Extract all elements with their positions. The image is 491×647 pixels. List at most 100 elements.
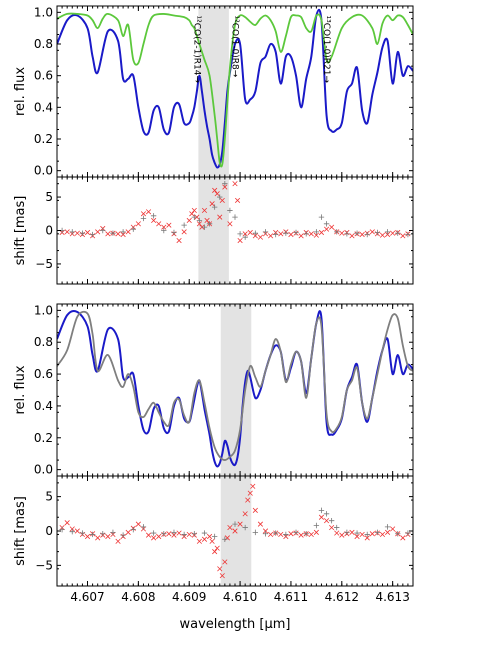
gray-plus-marker xyxy=(110,230,116,236)
red-x-marker xyxy=(217,214,223,220)
red-x-marker xyxy=(400,233,406,239)
red-x-marker xyxy=(250,483,256,489)
line-annotation: ¹²CO(2-1)R14→ xyxy=(191,16,201,84)
red-x-marker xyxy=(268,233,274,239)
red-x-marker xyxy=(390,230,396,236)
red-x-marker xyxy=(323,518,330,524)
y-tick-label: −5 xyxy=(35,257,53,271)
red-x-marker xyxy=(384,529,391,535)
red-x-marker xyxy=(318,514,325,520)
red-x-marker xyxy=(206,533,213,540)
shaded-band xyxy=(220,476,252,586)
red-x-marker xyxy=(247,229,253,236)
line-annotation: ¹²CO(1-0)R8→ xyxy=(229,16,239,78)
red-x-marker xyxy=(242,231,248,237)
gray-plus-marker xyxy=(252,529,259,536)
panel-top-shift: −5 0 5 shift [mas] xyxy=(13,176,414,285)
y-tick-label: 1.0 xyxy=(34,303,53,317)
x-tick-label: 4.607 xyxy=(70,590,104,604)
red-x-marker xyxy=(222,559,228,565)
red-x-marker xyxy=(145,532,152,538)
gray-plus-marker xyxy=(242,234,248,240)
red-x-marker xyxy=(115,231,121,237)
spectrum-line-1 xyxy=(57,12,413,168)
red-x-marker xyxy=(364,535,370,541)
red-x-marker xyxy=(313,232,319,238)
gray-plus-marker xyxy=(283,531,289,538)
gray-plus-marker xyxy=(181,222,187,228)
red-x-marker xyxy=(323,226,330,232)
gray-plus-marker xyxy=(237,231,243,237)
x-tick-label: 4.609 xyxy=(172,590,206,604)
y-tick-label: 0.6 xyxy=(34,367,53,381)
gray-plus-marker xyxy=(405,231,411,238)
red-x-marker xyxy=(196,221,202,227)
gray-plus-marker xyxy=(323,221,330,227)
red-x-marker xyxy=(245,497,251,503)
red-x-marker xyxy=(135,221,141,227)
gray-plus-marker xyxy=(384,229,391,235)
y-axis-title: rel. flux xyxy=(13,67,28,116)
red-x-marker xyxy=(257,234,264,240)
gray-plus-marker xyxy=(69,229,75,235)
gray-plus-marker xyxy=(395,230,401,236)
red-x-marker xyxy=(339,230,345,236)
red-x-marker xyxy=(278,531,284,538)
y-tick-label: 5 xyxy=(45,190,53,204)
gray-plus-marker xyxy=(374,229,381,236)
red-x-marker xyxy=(232,528,238,534)
red-x-marker xyxy=(308,231,314,237)
gray-plus-marker xyxy=(405,530,411,536)
red-x-marker xyxy=(125,529,131,535)
red-x-marker xyxy=(232,181,238,187)
red-x-marker xyxy=(64,229,70,235)
gray-plus-marker xyxy=(252,230,259,236)
gray-plus-marker xyxy=(79,230,86,236)
gray-plus-marker xyxy=(211,204,218,210)
red-x-marker xyxy=(217,566,223,572)
red-x-marker xyxy=(84,229,91,236)
red-x-marker xyxy=(262,528,269,534)
gray-plus-marker xyxy=(344,231,350,237)
plot-area xyxy=(57,310,413,468)
red-x-marker xyxy=(354,533,360,540)
red-x-marker xyxy=(212,187,218,193)
gray-plus-marker xyxy=(283,230,289,236)
red-x-marker xyxy=(329,224,335,230)
red-x-marker xyxy=(219,197,225,203)
red-x-marker xyxy=(212,549,218,555)
y-tick-label: 0.4 xyxy=(34,399,53,413)
line-annotation: ¹³CO(1-0)R21→ xyxy=(321,16,331,84)
gray-plus-marker xyxy=(395,531,401,537)
red-x-marker xyxy=(390,526,396,532)
gray-plus-marker xyxy=(303,231,309,237)
panel-top-flux: 0.0 0.2 0.4 0.6 0.8 1.0 rel. flux ¹²CO(2-1)R14→… xyxy=(13,5,414,178)
gray-plus-marker xyxy=(206,221,213,227)
red-x-marker xyxy=(369,229,375,235)
red-x-marker xyxy=(191,207,197,214)
shaded-band xyxy=(198,177,229,284)
y-tick-label: 0.6 xyxy=(34,69,53,83)
gray-plus-marker xyxy=(100,531,106,537)
red-x-marker xyxy=(115,538,121,544)
red-x-marker xyxy=(74,528,80,534)
gray-plus-marker xyxy=(344,529,350,536)
y-tick-label: −5 xyxy=(35,558,53,572)
gray-plus-marker xyxy=(334,524,340,531)
red-x-marker xyxy=(379,531,386,538)
gray-plus-marker xyxy=(100,227,106,234)
red-x-marker xyxy=(201,536,208,542)
plot-area xyxy=(59,180,411,244)
red-x-marker xyxy=(125,229,131,235)
gray-plus-marker xyxy=(89,231,96,238)
panel-frame xyxy=(56,176,414,285)
x-tick-label: 4.611 xyxy=(274,590,308,604)
red-x-marker xyxy=(166,222,172,228)
red-x-marker xyxy=(257,521,264,527)
red-x-marker xyxy=(166,531,172,537)
x-tick-label: 4.610 xyxy=(223,590,257,604)
red-x-marker xyxy=(161,224,167,230)
red-x-marker xyxy=(214,545,220,551)
red-x-marker xyxy=(242,511,248,517)
gray-plus-marker xyxy=(150,213,157,219)
